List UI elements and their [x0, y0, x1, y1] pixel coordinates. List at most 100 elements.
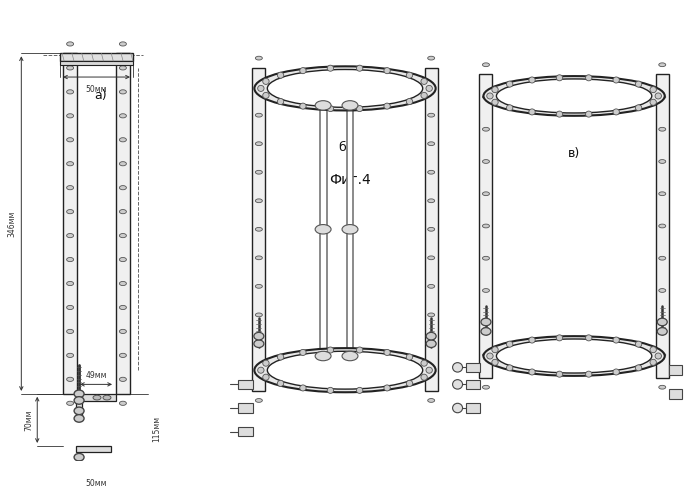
- Ellipse shape: [342, 101, 358, 110]
- Ellipse shape: [496, 339, 651, 373]
- Ellipse shape: [428, 227, 435, 231]
- Circle shape: [556, 371, 563, 377]
- Ellipse shape: [255, 284, 262, 288]
- Ellipse shape: [74, 390, 84, 398]
- Circle shape: [263, 78, 269, 85]
- Circle shape: [421, 78, 427, 85]
- Ellipse shape: [120, 305, 127, 310]
- Circle shape: [278, 72, 284, 78]
- Ellipse shape: [120, 162, 127, 166]
- Circle shape: [356, 105, 363, 112]
- Bar: [466, 380, 480, 389]
- Ellipse shape: [484, 76, 665, 116]
- Ellipse shape: [482, 63, 489, 67]
- Circle shape: [492, 87, 498, 93]
- Ellipse shape: [120, 353, 127, 358]
- Ellipse shape: [428, 56, 435, 60]
- Ellipse shape: [428, 142, 435, 146]
- Ellipse shape: [120, 138, 127, 142]
- Ellipse shape: [66, 186, 73, 190]
- Ellipse shape: [255, 56, 262, 60]
- Polygon shape: [425, 68, 438, 391]
- Text: Фиг.4: Фиг.4: [329, 173, 370, 187]
- Circle shape: [384, 349, 390, 355]
- Ellipse shape: [496, 79, 651, 113]
- Ellipse shape: [255, 113, 262, 117]
- Circle shape: [421, 92, 427, 99]
- Circle shape: [426, 86, 433, 91]
- Ellipse shape: [658, 353, 665, 357]
- Ellipse shape: [482, 289, 489, 293]
- Circle shape: [278, 381, 284, 386]
- Ellipse shape: [428, 284, 435, 288]
- Ellipse shape: [657, 318, 668, 326]
- Ellipse shape: [93, 395, 101, 400]
- Ellipse shape: [658, 63, 665, 67]
- Bar: [76, 394, 116, 401]
- Ellipse shape: [315, 351, 331, 361]
- Ellipse shape: [120, 114, 127, 118]
- Circle shape: [300, 103, 306, 109]
- Ellipse shape: [66, 162, 73, 166]
- Ellipse shape: [658, 159, 665, 163]
- Ellipse shape: [66, 281, 73, 286]
- Ellipse shape: [120, 66, 127, 70]
- Circle shape: [635, 341, 642, 347]
- Ellipse shape: [66, 353, 73, 358]
- Circle shape: [529, 369, 535, 375]
- Bar: [76, 401, 82, 418]
- Ellipse shape: [481, 328, 491, 335]
- Ellipse shape: [254, 340, 264, 347]
- Ellipse shape: [482, 256, 489, 260]
- Circle shape: [650, 347, 656, 353]
- Circle shape: [650, 87, 656, 93]
- Ellipse shape: [658, 95, 665, 99]
- Ellipse shape: [482, 159, 489, 163]
- Ellipse shape: [74, 453, 84, 461]
- Ellipse shape: [255, 342, 262, 345]
- Ellipse shape: [426, 340, 436, 347]
- Circle shape: [327, 387, 333, 393]
- Ellipse shape: [315, 225, 331, 234]
- Circle shape: [263, 360, 269, 366]
- Ellipse shape: [658, 321, 665, 325]
- Ellipse shape: [267, 69, 423, 107]
- Ellipse shape: [120, 401, 127, 405]
- Circle shape: [507, 341, 513, 347]
- Ellipse shape: [658, 256, 665, 260]
- Circle shape: [635, 81, 642, 87]
- Circle shape: [278, 99, 284, 104]
- Circle shape: [492, 359, 498, 365]
- Bar: [238, 427, 253, 436]
- Text: а): а): [94, 89, 108, 103]
- Ellipse shape: [428, 171, 435, 174]
- Ellipse shape: [482, 321, 489, 325]
- Ellipse shape: [428, 85, 435, 88]
- Bar: [60, 53, 133, 61]
- Ellipse shape: [428, 199, 435, 203]
- Ellipse shape: [120, 90, 127, 94]
- Ellipse shape: [255, 313, 262, 317]
- Circle shape: [655, 353, 661, 359]
- Ellipse shape: [66, 330, 73, 333]
- Ellipse shape: [120, 186, 127, 190]
- Circle shape: [586, 111, 592, 117]
- Circle shape: [406, 72, 412, 78]
- Circle shape: [487, 353, 493, 359]
- Text: 50мм: 50мм: [86, 85, 107, 94]
- Circle shape: [507, 81, 513, 87]
- Circle shape: [507, 365, 513, 371]
- Ellipse shape: [658, 224, 665, 228]
- Ellipse shape: [315, 101, 331, 110]
- Circle shape: [556, 335, 563, 341]
- Bar: [238, 403, 253, 413]
- Circle shape: [492, 347, 498, 353]
- Ellipse shape: [120, 258, 127, 261]
- Ellipse shape: [255, 399, 262, 402]
- Circle shape: [327, 65, 333, 71]
- Circle shape: [384, 103, 390, 109]
- Circle shape: [406, 99, 412, 104]
- Ellipse shape: [120, 233, 127, 238]
- Circle shape: [586, 371, 592, 377]
- Text: в): в): [568, 147, 580, 160]
